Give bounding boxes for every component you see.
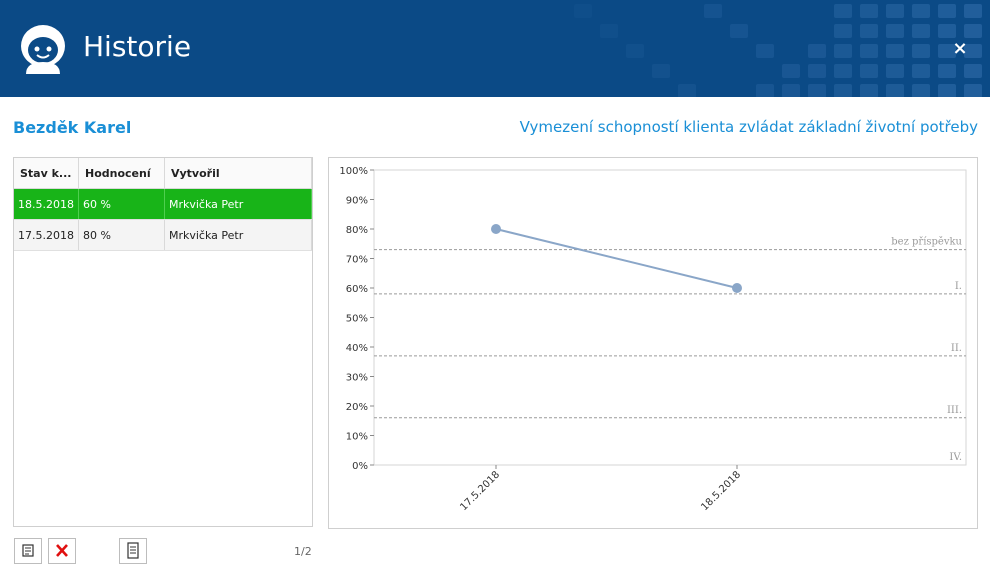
cell-author: Mrkvička Petr <box>164 219 313 251</box>
y-tick-label: 90% <box>346 196 368 207</box>
header-tile <box>860 64 878 78</box>
y-tick-label: 10% <box>346 432 368 443</box>
edit-icon <box>22 544 34 557</box>
x-tick-label: 17.5.2018 <box>458 469 502 513</box>
header-tile <box>938 44 956 58</box>
y-tick-label: 40% <box>346 343 368 354</box>
section-title: Vymezení schopností klienta zvládat zákl… <box>519 118 978 136</box>
window-title: Historie <box>83 30 192 63</box>
column-header-date[interactable]: Stav k... <box>14 158 79 189</box>
x-tick-label: 18.5.2018 <box>699 469 743 513</box>
header-tile <box>912 24 930 38</box>
header-tile <box>964 24 982 38</box>
delete-button[interactable] <box>48 538 76 564</box>
header-tile <box>834 44 852 58</box>
header-tile <box>574 4 592 18</box>
series-line <box>495 228 738 289</box>
header-tile <box>912 84 930 97</box>
header-tile <box>912 4 930 18</box>
header-tile <box>808 64 826 78</box>
header-tile <box>938 24 956 38</box>
client-name: Bezděk Karel <box>13 118 132 137</box>
header-tile <box>652 64 670 78</box>
header-tile <box>600 24 618 38</box>
header-tile <box>938 4 956 18</box>
header-tile <box>964 84 982 97</box>
data-point <box>491 224 501 234</box>
cell-date: 17.5.2018 <box>14 219 79 251</box>
header-tile <box>964 44 982 58</box>
header-tile <box>808 44 826 58</box>
history-chart: 0% 10% 20% 30% 40% 50% 60% 70% 80% 90% 100% bez pří… <box>328 157 978 529</box>
plot-area <box>373 169 967 466</box>
y-tick-label: 80% <box>346 225 368 236</box>
header-tile <box>834 24 852 38</box>
y-tick-label: 70% <box>346 255 368 266</box>
client-face-icon <box>21 25 65 74</box>
y-tick-label: 20% <box>346 402 368 413</box>
cell-rating: 60 % <box>78 188 165 220</box>
pager-text: 1/2 <box>294 545 312 558</box>
header-tile <box>782 64 800 78</box>
threshold-label: III. <box>947 405 962 416</box>
report-button[interactable] <box>119 538 147 564</box>
header-tile <box>964 4 982 18</box>
header-tile <box>886 4 904 18</box>
threshold-label: bez příspěvku <box>891 237 962 248</box>
close-button[interactable]: × <box>952 38 968 59</box>
header-tile <box>704 4 722 18</box>
table-row[interactable]: 18.5.2018 60 % Mrkvička Petr <box>14 188 313 220</box>
y-tick-label: 0% <box>352 461 368 472</box>
y-tick-label: 60% <box>346 284 368 295</box>
window-header: Historie × <box>0 0 990 97</box>
header-tile <box>808 84 826 97</box>
delete-icon <box>56 544 68 557</box>
grid-header-row: Stav k... Hodnocení Vytvořil <box>14 158 313 189</box>
header-tile <box>912 44 930 58</box>
y-tick-label: 50% <box>346 314 368 325</box>
header-tile <box>834 4 852 18</box>
header-decoration <box>570 0 990 97</box>
header-tile <box>834 64 852 78</box>
column-header-rating[interactable]: Hodnocení <box>78 158 165 189</box>
header-tile <box>860 24 878 38</box>
cell-rating: 80 % <box>78 219 165 251</box>
document-icon <box>127 542 139 559</box>
header-tile <box>756 44 774 58</box>
header-tile <box>626 44 644 58</box>
history-grid: Stav k... Hodnocení Vytvořil 18.5.2018 6… <box>13 157 313 527</box>
header-tile <box>860 4 878 18</box>
y-tick-label: 30% <box>346 373 368 384</box>
data-point <box>732 283 742 293</box>
threshold-label: IV. <box>949 452 962 463</box>
edit-button[interactable] <box>14 538 42 564</box>
header-tile <box>756 84 774 97</box>
header-tile <box>938 64 956 78</box>
chart-svg: 0% 10% 20% 30% 40% 50% 60% 70% 80% 90% 100% bez pří… <box>339 166 967 513</box>
header-tile <box>678 84 696 97</box>
header-tile <box>886 44 904 58</box>
header-tile <box>782 84 800 97</box>
header-tile <box>730 24 748 38</box>
header-tile <box>860 84 878 97</box>
header-tile <box>886 64 904 78</box>
table-row[interactable]: 17.5.2018 80 % Mrkvička Petr <box>14 219 313 251</box>
cell-date: 18.5.2018 <box>14 188 79 220</box>
y-tick-label: 100% <box>339 166 368 177</box>
header-tile <box>938 84 956 97</box>
column-header-author[interactable]: Vytvořil <box>164 158 313 189</box>
header-tile <box>886 24 904 38</box>
header-tile <box>834 84 852 97</box>
header-tile <box>860 44 878 58</box>
threshold-label: II. <box>951 343 962 354</box>
cell-author: Mrkvička Petr <box>164 188 313 220</box>
threshold-label: I. <box>955 281 962 292</box>
header-tile <box>964 64 982 78</box>
header-tile <box>912 64 930 78</box>
header-tile <box>886 84 904 97</box>
